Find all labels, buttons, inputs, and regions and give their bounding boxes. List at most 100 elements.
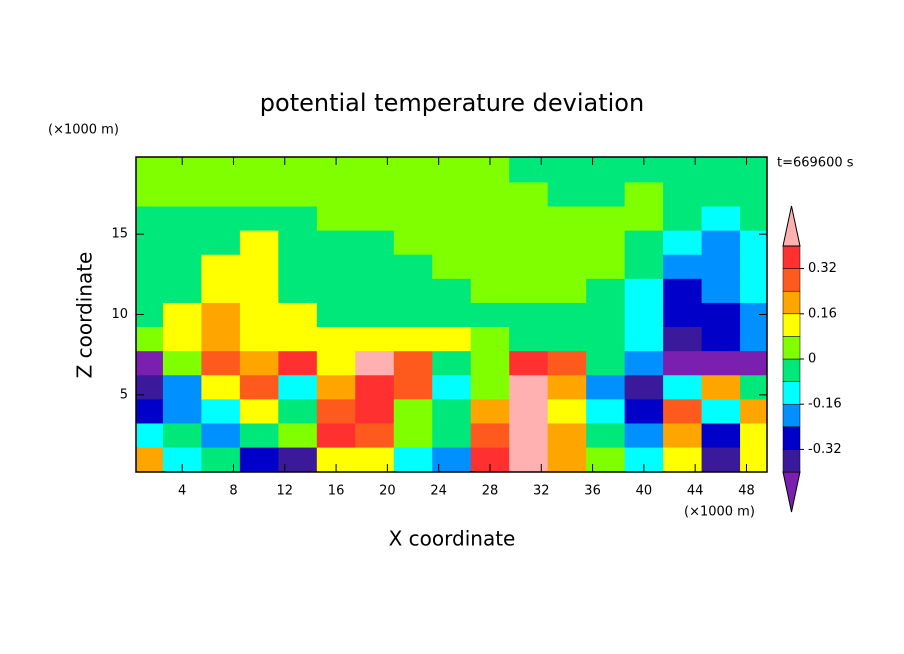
contour-cell <box>586 254 626 279</box>
contour-cell <box>586 398 626 424</box>
contour-cell <box>201 181 241 207</box>
colorbar-band <box>782 426 801 450</box>
colorbar-band <box>782 358 801 382</box>
contour-cell <box>701 181 741 207</box>
chart-title: potential temperature deviation <box>260 89 644 117</box>
contour-cell <box>432 181 472 207</box>
contour-cell <box>509 447 549 473</box>
contour-cell <box>624 206 664 231</box>
x-tick-label: 44 <box>687 484 704 499</box>
contour-cell <box>701 230 741 255</box>
y-tick-label: 10 <box>111 307 128 322</box>
contour-cell <box>586 374 626 400</box>
contour-cell <box>316 326 356 352</box>
contour-cell <box>355 181 395 207</box>
contour-cell <box>162 398 202 424</box>
time-label: t=669600 s <box>777 156 854 171</box>
colorbar-band <box>782 336 801 360</box>
contour-cell <box>663 278 703 303</box>
contour-cell <box>432 230 472 255</box>
contour-cell <box>470 181 510 207</box>
contour-cell <box>547 181 587 207</box>
contour-cell <box>547 398 587 424</box>
contour-cell <box>162 302 202 328</box>
contour-cell <box>355 398 395 424</box>
contour-cell <box>740 278 768 303</box>
contour-cell <box>355 278 395 303</box>
contour-cell <box>701 278 741 303</box>
contour-cell <box>663 374 703 400</box>
contour-cell <box>136 350 164 376</box>
contour-cell <box>136 278 164 303</box>
contour-cell <box>162 350 202 376</box>
contour-cell <box>136 447 164 473</box>
contour-cell <box>316 181 356 207</box>
contour-cell <box>316 350 356 376</box>
contour-cell <box>432 206 472 231</box>
contour-cell <box>740 181 768 207</box>
contour-cell <box>509 157 549 183</box>
contour-cell <box>162 278 202 303</box>
contour-cell <box>663 181 703 207</box>
contour-cell <box>432 157 472 183</box>
contour-cell <box>278 230 318 255</box>
contour-cell <box>239 157 279 183</box>
contour-cell <box>624 254 664 279</box>
contour-cell <box>740 374 768 400</box>
contour-cell <box>278 254 318 279</box>
contour-cell <box>740 350 768 376</box>
contour-cell <box>316 254 356 279</box>
contour-cell <box>201 374 241 400</box>
contour-cell <box>740 447 768 473</box>
contour-cell <box>740 326 768 352</box>
contour-cell <box>136 254 164 279</box>
contour-cell <box>239 374 279 400</box>
contour-cell <box>316 398 356 424</box>
contour-cell <box>432 447 472 473</box>
contour-cell <box>470 398 510 424</box>
contour-cell <box>432 350 472 376</box>
contour-cell <box>547 422 587 448</box>
contour-cell <box>624 181 664 207</box>
colorbar-tick-label: -0.32 <box>808 442 842 457</box>
contour-cell <box>201 230 241 255</box>
contour-cell <box>470 350 510 376</box>
contour-cell <box>701 302 741 328</box>
contour-cell <box>355 326 395 352</box>
contour-cell <box>355 350 395 376</box>
y-unit: (×1000 m) <box>48 123 119 138</box>
contour-cell <box>663 230 703 255</box>
x-tick-label: 20 <box>379 484 396 499</box>
contour-cell <box>355 254 395 279</box>
contour-cell <box>586 206 626 231</box>
contour-cell <box>316 206 356 231</box>
contour-cell <box>278 206 318 231</box>
contour-cell <box>278 278 318 303</box>
contour-cell <box>586 422 626 448</box>
contour-cell <box>162 422 202 448</box>
contour-cell <box>432 326 472 352</box>
contour-cell <box>547 326 587 352</box>
colorbar-band <box>782 290 801 315</box>
contour-cell <box>624 374 664 400</box>
contour-cell <box>740 398 768 424</box>
contour-cell <box>547 447 587 473</box>
contour-cell <box>239 181 279 207</box>
contour-cell <box>201 398 241 424</box>
contour-cell <box>586 278 626 303</box>
contour-cell <box>624 230 664 255</box>
contour-cell <box>663 302 703 328</box>
contour-cell <box>316 374 356 400</box>
contour-cell <box>509 278 549 303</box>
colorbar-band <box>782 381 801 405</box>
contour-cell <box>624 350 664 376</box>
contour-cell <box>239 254 279 279</box>
contour-cell <box>393 206 433 231</box>
contour-cell <box>509 350 549 376</box>
contour-cell <box>201 422 241 448</box>
contour-cell <box>547 374 587 400</box>
contour-cell <box>586 181 626 207</box>
contour-cell <box>239 278 279 303</box>
contour-cell <box>470 302 510 328</box>
contour-cell <box>586 447 626 473</box>
